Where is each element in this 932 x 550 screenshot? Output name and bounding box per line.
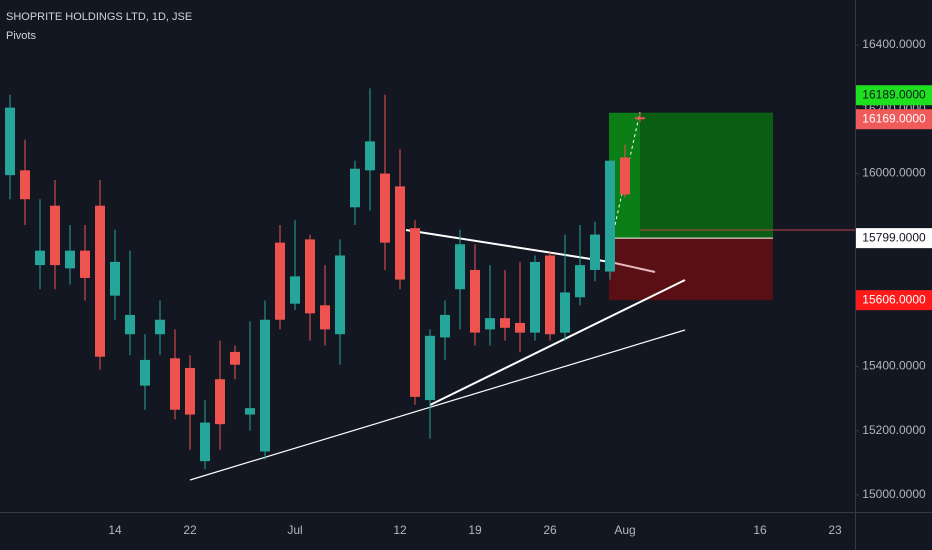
trend-line bbox=[189, 329, 686, 481]
candle-body bbox=[50, 205, 60, 266]
candle-body bbox=[470, 269, 480, 333]
candle-body bbox=[95, 205, 105, 357]
loss-zone bbox=[609, 238, 773, 301]
price-label-bg bbox=[856, 109, 932, 130]
projection-line bbox=[614, 111, 641, 226]
candle-body bbox=[620, 157, 630, 195]
plot bbox=[5, 88, 855, 481]
x-tick-label: 19 bbox=[468, 523, 482, 537]
candle-body bbox=[440, 314, 450, 338]
candle-body bbox=[410, 228, 420, 397]
candle-body bbox=[425, 335, 435, 401]
x-tick-label: 26 bbox=[543, 523, 557, 537]
candle-body bbox=[455, 244, 465, 290]
trend-line bbox=[429, 279, 686, 406]
price-label: 15606.0000 bbox=[862, 292, 926, 306]
candle-body bbox=[245, 408, 255, 415]
candle-body bbox=[500, 318, 510, 328]
candle-body bbox=[215, 379, 225, 425]
price-label: 16189.0000 bbox=[862, 87, 926, 101]
candle-body bbox=[545, 255, 555, 335]
candle-body bbox=[260, 319, 270, 452]
candle-body bbox=[605, 160, 615, 272]
y-tick-label: 16400.0000 bbox=[862, 37, 926, 51]
candle-body bbox=[155, 319, 165, 335]
candle-body bbox=[590, 234, 600, 270]
trend-line bbox=[609, 261, 656, 273]
candle-body bbox=[35, 250, 45, 266]
candle-body bbox=[305, 239, 315, 314]
y-tick-label: 16000.0000 bbox=[862, 166, 926, 180]
candle-body bbox=[110, 261, 120, 296]
candle-body bbox=[140, 359, 150, 386]
candle-body bbox=[530, 261, 540, 333]
candle-body bbox=[170, 358, 180, 410]
price-label-bg bbox=[856, 85, 932, 106]
x-tick-label: Aug bbox=[614, 523, 635, 537]
candle-body bbox=[185, 367, 195, 415]
price-label: 16169.0000 bbox=[862, 111, 926, 125]
y-tick-label: 15000.0000 bbox=[862, 487, 926, 501]
price-label: 15799.0000 bbox=[862, 230, 926, 244]
candle-body bbox=[80, 250, 90, 278]
candle-body bbox=[365, 141, 375, 171]
x-tick-label: 22 bbox=[183, 523, 197, 537]
candle-body bbox=[575, 265, 585, 298]
candle-body bbox=[200, 422, 210, 462]
profit-zone-filled bbox=[640, 112, 773, 239]
candle-body bbox=[275, 242, 285, 320]
candle-body bbox=[515, 322, 525, 333]
x-tick-label: 14 bbox=[108, 523, 122, 537]
x-tick-label: 23 bbox=[828, 523, 842, 537]
trend-line bbox=[405, 229, 611, 263]
candle-body bbox=[65, 250, 75, 269]
x-tick-label: 12 bbox=[393, 523, 407, 537]
candle-body bbox=[380, 173, 390, 243]
chart-title: SHOPRITE HOLDINGS LTD, 1D, JSE bbox=[6, 11, 192, 23]
y-tick-label: 15200.0000 bbox=[862, 423, 926, 437]
candle-body bbox=[635, 117, 645, 120]
x-tick-label: 16 bbox=[753, 523, 767, 537]
candle-body bbox=[350, 168, 360, 208]
candle-body bbox=[560, 292, 570, 333]
candle-body bbox=[335, 255, 345, 335]
candle-body bbox=[20, 170, 30, 200]
y-tick-label: 15400.0000 bbox=[862, 359, 926, 373]
candle-body bbox=[320, 305, 330, 330]
price-label-bg bbox=[856, 290, 932, 311]
candle-body bbox=[5, 107, 15, 176]
x-tick-label: Jul bbox=[287, 523, 302, 537]
indicator-name: Pivots bbox=[6, 30, 36, 42]
candle-body bbox=[230, 351, 240, 365]
price-label-bg bbox=[856, 228, 932, 249]
candle-body bbox=[125, 314, 135, 335]
candle-body bbox=[485, 318, 495, 330]
candle-body bbox=[395, 186, 405, 280]
candle-body bbox=[290, 276, 300, 304]
